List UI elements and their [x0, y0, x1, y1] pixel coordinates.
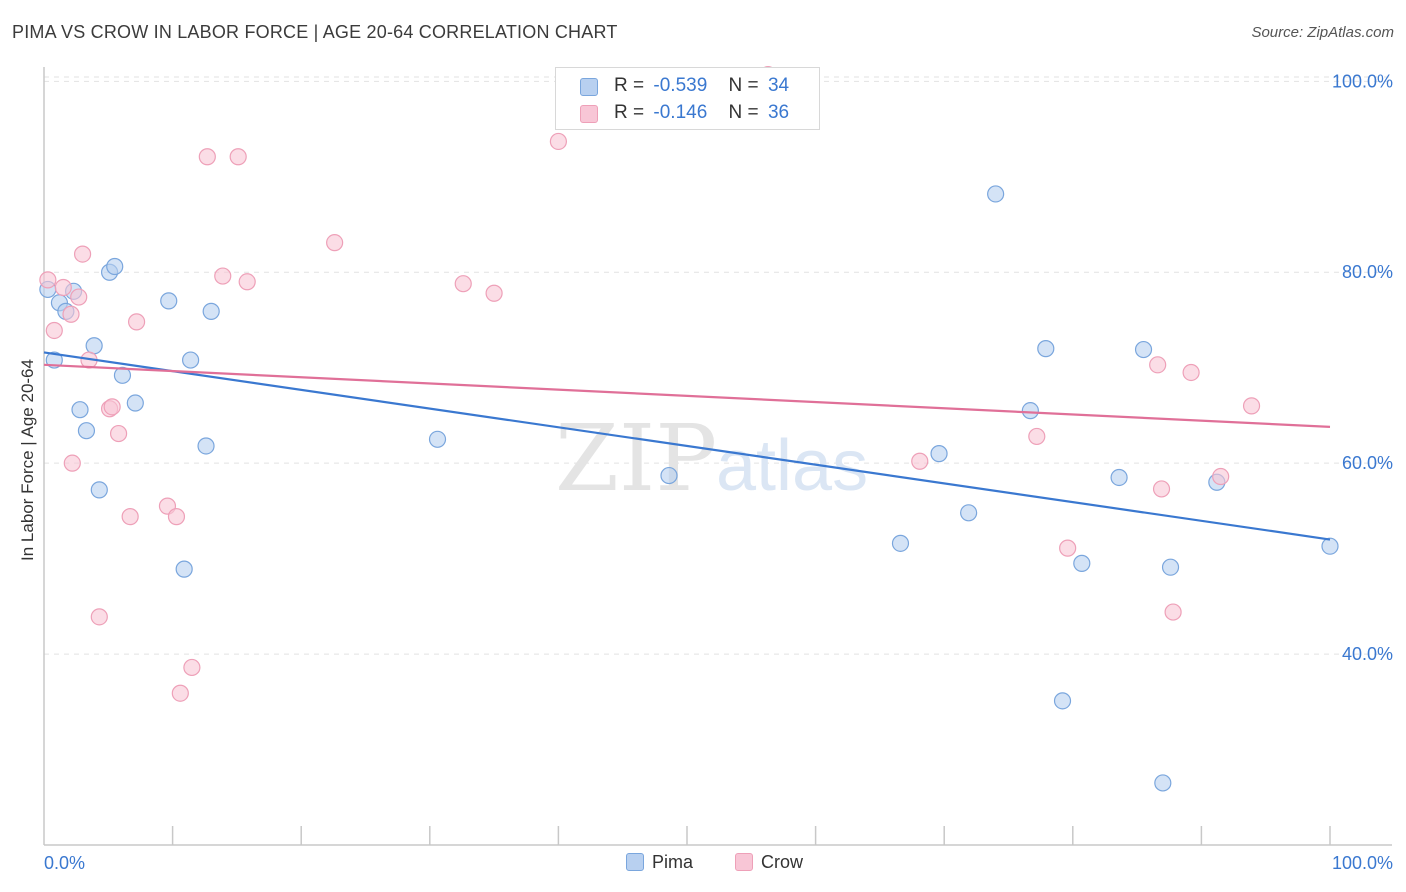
crow-point [63, 454, 81, 472]
pima-r-label: R = [614, 75, 645, 96]
crow-point [549, 132, 568, 151]
pima-point [197, 437, 215, 455]
crow-point [62, 305, 80, 323]
bottom-legend-pima[interactable]: Pima [626, 852, 693, 873]
pima-point [85, 337, 103, 355]
tick-labels: 40.0% 60.0% 80.0% 100.0% 0.0% 100.0% [44, 71, 1393, 873]
crow-point [1212, 467, 1230, 486]
crow-point [171, 684, 189, 702]
pima-point [1134, 340, 1153, 359]
crow-trend-line [43, 363, 1331, 428]
x-tick-label: 0.0% [44, 853, 85, 873]
pima-swatch [580, 78, 598, 96]
pima-point [930, 445, 948, 463]
crow-point [45, 321, 63, 340]
crow-point [109, 424, 128, 443]
crow-point [1242, 397, 1261, 415]
y-tick-label: 60.0% [1342, 453, 1393, 473]
pima-point [175, 560, 193, 578]
crow-n-value: 36 [767, 102, 790, 123]
crow-point [127, 313, 146, 331]
y-tick-label: 100.0% [1332, 71, 1393, 91]
crow-point [103, 398, 121, 416]
pima-point [428, 430, 447, 448]
pima-legend-label: Pima [652, 852, 694, 872]
crow-point [198, 148, 216, 166]
crow-point [1149, 356, 1167, 374]
crow-point [1182, 363, 1200, 382]
crow-point [911, 452, 929, 470]
crow-point [229, 148, 247, 166]
crow-point [1059, 539, 1077, 557]
crow-point [238, 273, 256, 291]
pima-r-value: -0.539 [653, 75, 708, 96]
watermark-atlas: atlas [716, 426, 868, 506]
pima-point [113, 366, 132, 384]
pima-point [1073, 554, 1091, 572]
crow-r-value: -0.146 [653, 102, 708, 123]
pima-point [1053, 692, 1072, 710]
pima-point [1161, 558, 1180, 576]
pima-point [202, 302, 220, 320]
pima-point [1110, 468, 1128, 487]
crow-point [326, 234, 344, 252]
crow-point [54, 278, 72, 297]
x-tick-label: 100.0% [1332, 853, 1393, 873]
pima-point [182, 351, 200, 369]
pima-legend-swatch [626, 853, 644, 871]
pima-point [71, 401, 89, 419]
pima-point [891, 534, 910, 552]
crow-n-label: N = [728, 102, 759, 123]
crow-point [454, 275, 472, 293]
watermark-zip: ZIP [555, 405, 717, 512]
crow-point [121, 508, 139, 526]
crow-point [183, 658, 201, 677]
axes [43, 67, 1392, 846]
trend-lines [43, 351, 1331, 541]
crow-point [1164, 603, 1182, 621]
crow-point [1152, 480, 1171, 498]
y-tick-label: 40.0% [1342, 644, 1393, 664]
y-tick-label: 80.0% [1342, 262, 1393, 282]
crow-point [167, 508, 186, 526]
pima-point [660, 466, 678, 485]
crow-swatch [580, 105, 598, 123]
crow-point [1028, 427, 1046, 446]
pima-point [1321, 537, 1339, 555]
crow-point [485, 284, 503, 302]
pima-point [126, 394, 144, 412]
bottom-legend-crow[interactable]: Crow [735, 852, 803, 873]
pima-point [77, 422, 96, 440]
pima-point [1037, 340, 1055, 358]
crow-r-label: R = [614, 102, 645, 123]
pima-point [1021, 402, 1039, 420]
crow-points [39, 66, 1261, 702]
correlation-legend: R = -0.539 N = 34 R = -0.146 N = 36 [555, 67, 820, 130]
crow-point [214, 267, 232, 285]
crow-point [70, 288, 88, 306]
crow-point [39, 271, 57, 289]
pima-point [987, 185, 1005, 203]
pima-point [1154, 774, 1172, 792]
watermark: ZIP atlas [555, 405, 868, 512]
crow-legend-swatch [735, 853, 753, 871]
pima-points [39, 185, 1339, 792]
pima-n-label: N = [728, 75, 759, 96]
pima-n-value: 34 [767, 75, 790, 96]
chart-title: PIMA VS CROW IN LABOR FORCE | AGE 20-64 … [12, 22, 618, 42]
source-label: Source: ZipAtlas.com [1251, 24, 1394, 41]
pima-point [960, 504, 978, 522]
crow-point [90, 608, 108, 626]
crow-legend-label: Crow [761, 852, 804, 872]
pima-point [160, 292, 178, 310]
pima-point [90, 481, 108, 499]
pima-point [106, 257, 124, 276]
pima-trend-line [43, 351, 1331, 541]
crow-point [73, 245, 92, 263]
